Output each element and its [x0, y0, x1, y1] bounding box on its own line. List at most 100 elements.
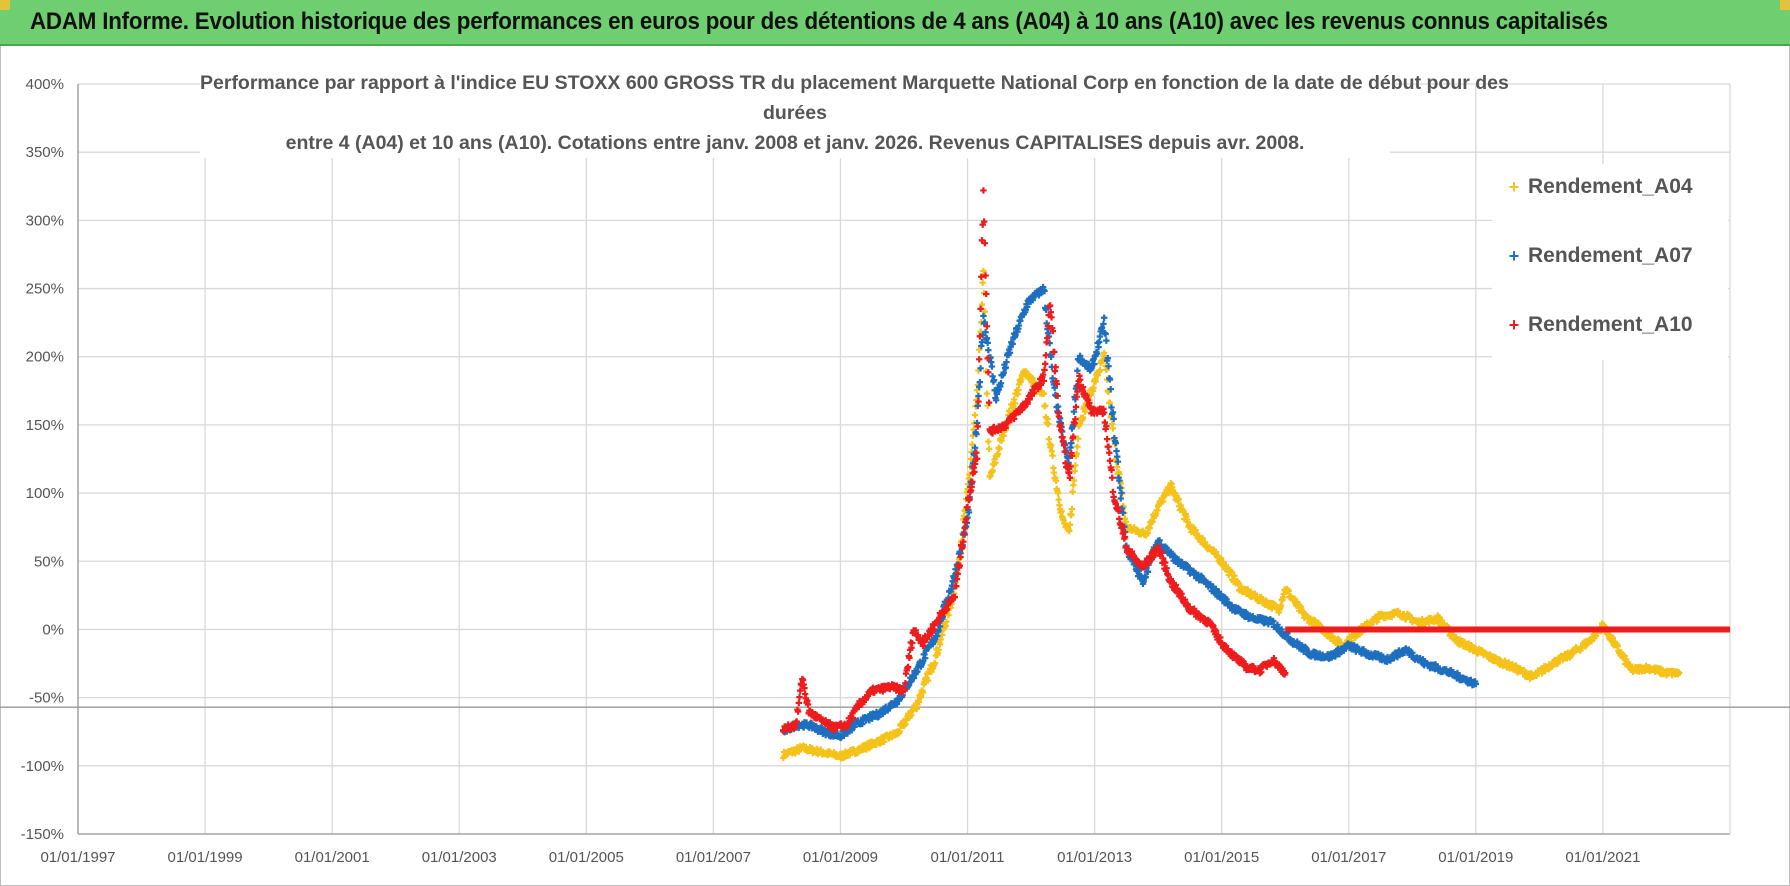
data-point: [1029, 375, 1036, 382]
data-point: [985, 438, 992, 445]
data-point: [969, 478, 976, 485]
data-point: [981, 239, 989, 247]
data-point: [1066, 527, 1073, 535]
data-point: [793, 718, 800, 725]
data-point: [1092, 378, 1099, 385]
x-tick-label: 01/01/2005: [549, 849, 624, 866]
data-point: [1109, 425, 1117, 432]
data-point: [1146, 524, 1153, 532]
data-point: [1055, 496, 1062, 503]
data-point: [1103, 435, 1111, 443]
data-point: [1120, 529, 1127, 536]
legend-item-a04[interactable]: + Rendement_A04: [1506, 172, 1693, 202]
data-point: [996, 445, 1003, 453]
data-point: [1228, 568, 1235, 576]
data-point: [965, 509, 973, 516]
data-point: [1163, 565, 1170, 572]
data-point: [1104, 354, 1112, 362]
data-point: [981, 308, 989, 315]
data-point: [1103, 337, 1110, 344]
data-point: [962, 516, 970, 523]
data-point: [1058, 508, 1065, 515]
data-point: [998, 437, 1005, 444]
legend-label-a10: Rendement_A10: [1528, 313, 1693, 336]
legend-item-a07[interactable]: + Rendement_A07: [1506, 241, 1693, 271]
data-point: [1054, 403, 1062, 410]
data-point: [977, 365, 984, 372]
y-tick-label: -150%: [21, 826, 64, 843]
data-point: [1071, 467, 1078, 475]
data-point: [1435, 614, 1443, 621]
data-point: [1042, 402, 1049, 409]
y-tick-label: 300%: [26, 212, 64, 229]
data-point: [976, 378, 984, 386]
data-point: [845, 721, 852, 728]
data-point: [985, 369, 992, 376]
data-point: [1042, 352, 1050, 359]
data-point: [1106, 399, 1114, 406]
data-point: [1044, 334, 1051, 342]
data-point: [935, 646, 942, 654]
legend-label-a07: Rendement_A07: [1528, 244, 1693, 267]
chart-title-line-1: Performance par rapport à l'indice EU ST…: [200, 72, 1509, 94]
data-point: [902, 679, 909, 687]
data-point: [1041, 287, 1048, 295]
data-point: [1282, 669, 1289, 677]
chart-legend: + Rendement_A04 + Rendement_A07 + Rendem…: [1492, 164, 1728, 360]
data-point: [1067, 463, 1074, 470]
data-point: [975, 392, 982, 400]
data-point: [1046, 302, 1054, 309]
data-point: [1068, 439, 1075, 447]
legend-item-a10[interactable]: + Rendement_A10: [1506, 310, 1693, 340]
data-point: [961, 524, 968, 532]
data-point: [1106, 449, 1113, 456]
data-point: [984, 355, 991, 362]
data-point: [1217, 555, 1225, 562]
data-point: [1052, 477, 1060, 485]
data-point: [801, 684, 808, 692]
data-point: [1042, 360, 1049, 368]
data-point: [1040, 390, 1047, 397]
series-a07: [780, 283, 1480, 742]
data-point: [1074, 443, 1081, 450]
data-point: [1472, 680, 1480, 688]
data-point: [1675, 669, 1683, 677]
data-point: [1162, 559, 1169, 566]
data-point: [795, 699, 803, 707]
data-point: [974, 423, 981, 430]
x-tick-label: 01/01/2015: [1184, 849, 1259, 866]
data-point: [1113, 447, 1120, 455]
data-point: [908, 639, 916, 647]
data-point: [1006, 349, 1014, 356]
data-point: [978, 301, 986, 308]
data-point: [919, 689, 927, 696]
data-point: [1107, 385, 1114, 393]
data-point: [1024, 303, 1031, 311]
data-point: [960, 538, 967, 545]
data-point: [849, 714, 857, 722]
data-point: [992, 459, 999, 466]
data-point: [1115, 507, 1122, 515]
x-tick-label: 01/01/1999: [168, 849, 243, 866]
data-point: [1044, 322, 1052, 330]
data-point: [1116, 484, 1124, 491]
data-point: [1156, 537, 1163, 544]
data-point: [1010, 415, 1018, 423]
data-point: [936, 623, 944, 630]
data-point: [796, 693, 803, 701]
data-point: [1112, 439, 1119, 447]
data-point: [1070, 477, 1078, 484]
data-point: [978, 338, 986, 346]
x-tick-label: 01/01/2001: [295, 849, 370, 866]
data-point: [975, 398, 982, 405]
data-point: [1110, 415, 1117, 423]
data-point: [1000, 369, 1007, 376]
data-point: [1108, 404, 1115, 411]
data-point: [1060, 442, 1068, 449]
data-point: [980, 187, 987, 194]
chart-title: Performance par rapport à l'indice EU ST…: [200, 68, 1509, 158]
data-point: [1142, 573, 1149, 581]
data-point: [1300, 608, 1307, 615]
data-point: [1116, 477, 1123, 484]
data-point: [983, 323, 991, 330]
